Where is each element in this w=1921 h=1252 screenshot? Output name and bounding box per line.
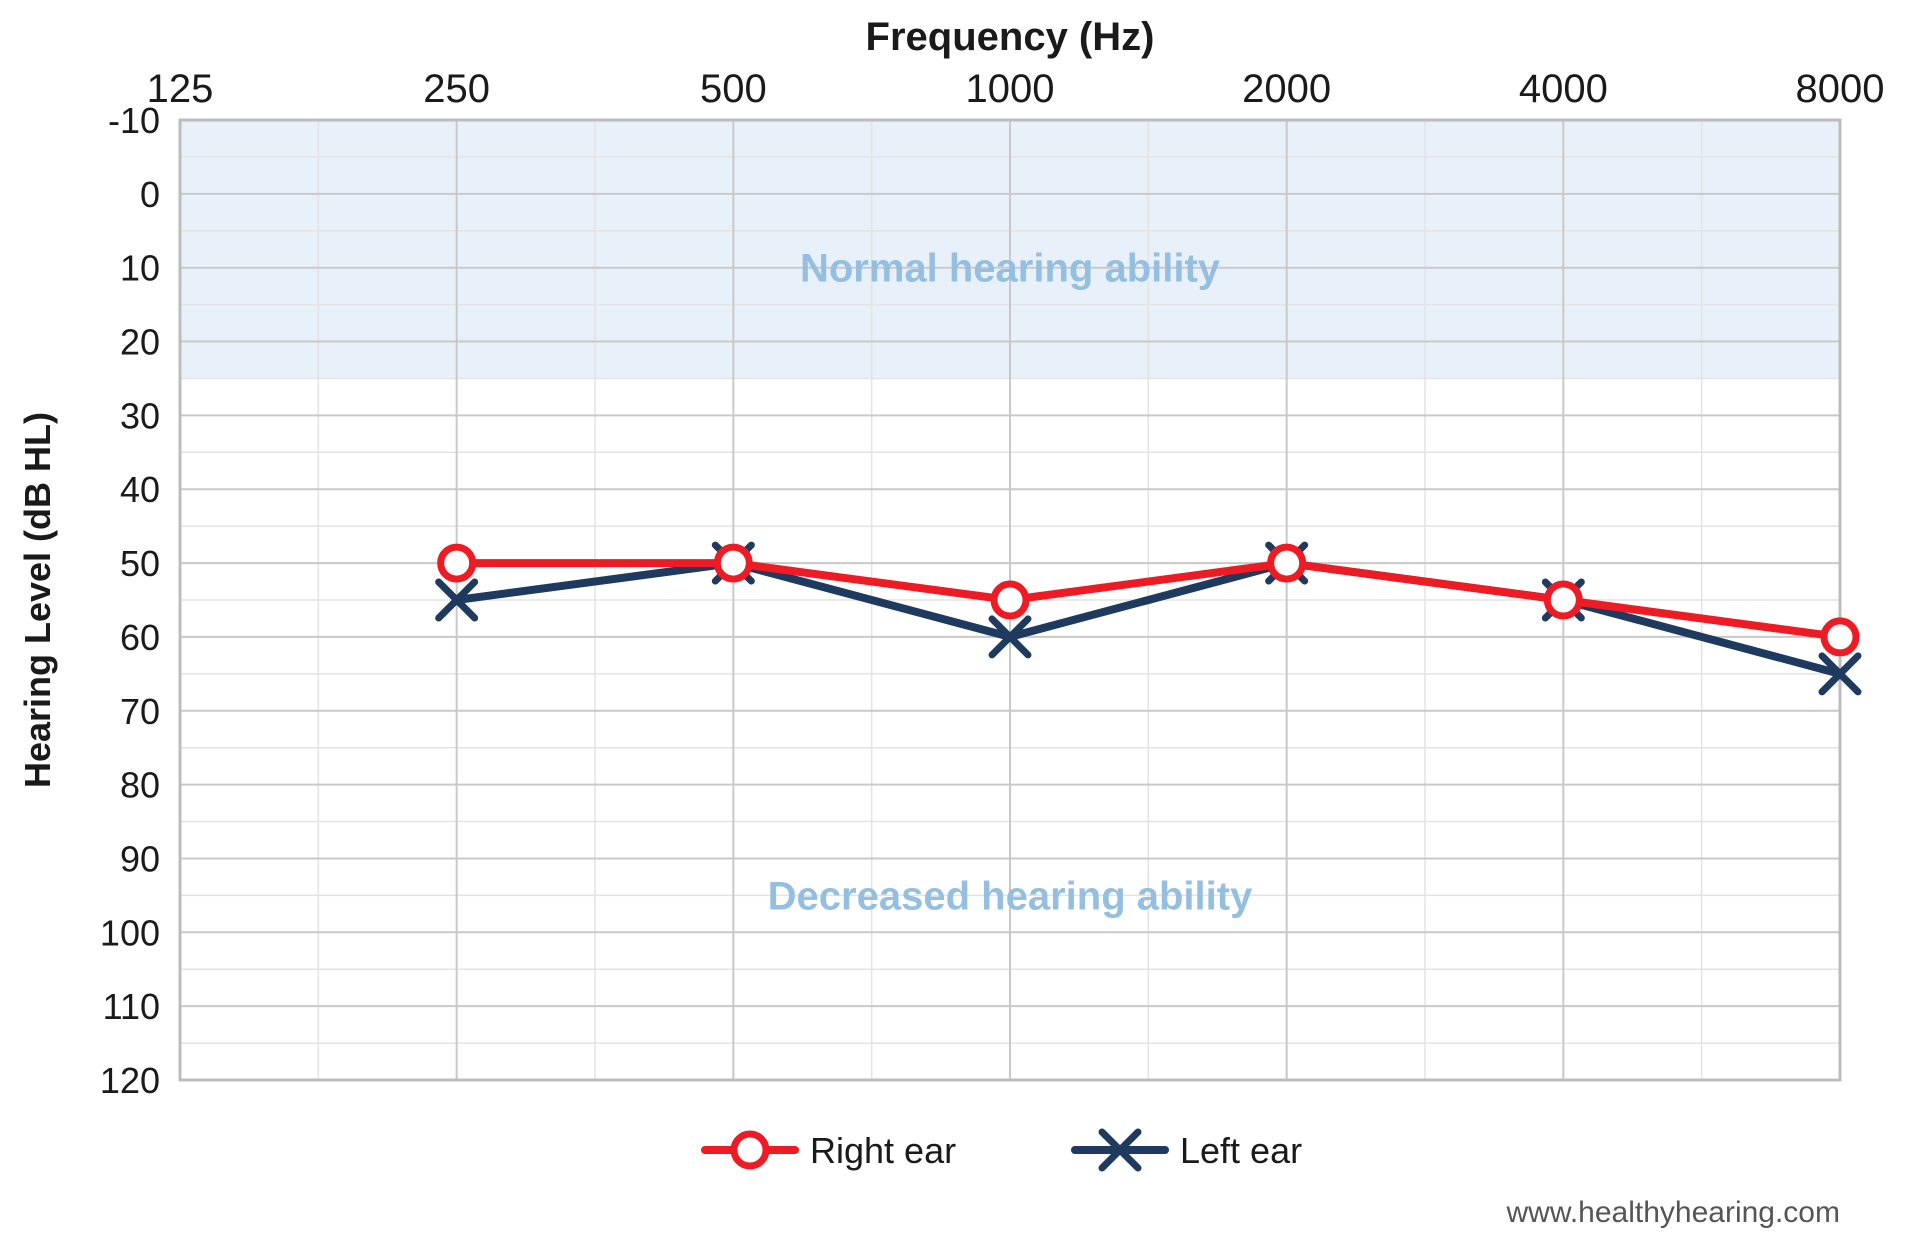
normal-band-label: Normal hearing ability xyxy=(800,247,1221,291)
legend-right-label: Right ear xyxy=(810,1130,956,1171)
audiogram-chart: -100102030405060708090100110120125250500… xyxy=(0,0,1921,1252)
right-ear-marker xyxy=(1547,584,1579,616)
right-ear-marker xyxy=(1824,621,1856,653)
y-tick-label: 110 xyxy=(103,986,160,1027)
x-tick-label: 500 xyxy=(700,67,767,111)
right-ear-marker xyxy=(441,547,473,579)
legend-left-label: Left ear xyxy=(1180,1130,1302,1171)
y-tick-label: 20 xyxy=(120,322,160,363)
x-tick-label: 8000 xyxy=(1796,67,1885,111)
right-ear-marker xyxy=(717,547,749,579)
right-ear-marker xyxy=(994,584,1026,616)
x-tick-label: 1000 xyxy=(966,67,1055,111)
credit-text: www.healthyhearing.com xyxy=(1505,1196,1840,1229)
y-tick-label: 100 xyxy=(100,912,160,953)
y-tick-label: 50 xyxy=(120,543,160,584)
x-tick-label: 125 xyxy=(147,67,214,111)
y-tick-label: 80 xyxy=(120,765,160,806)
chart-svg: -100102030405060708090100110120125250500… xyxy=(0,0,1921,1252)
y-tick-label: 10 xyxy=(120,248,160,289)
y-tick-label: 0 xyxy=(140,174,160,215)
y-tick-label: 60 xyxy=(120,617,160,658)
x-tick-label: 250 xyxy=(423,67,490,111)
decreased-band-label: Decreased hearing ability xyxy=(768,874,1253,918)
y-tick-label: 30 xyxy=(120,395,160,436)
x-tick-label: 2000 xyxy=(1242,67,1331,111)
y-axis-title: Hearing Level (dB HL) xyxy=(17,412,58,788)
x-axis-title: Frequency (Hz) xyxy=(866,15,1155,59)
y-tick-label: 40 xyxy=(120,469,160,510)
x-tick-label: 4000 xyxy=(1519,67,1608,111)
y-tick-label: 120 xyxy=(100,1060,160,1101)
y-tick-label: 90 xyxy=(120,838,160,879)
y-tick-label: 70 xyxy=(120,691,160,732)
right-ear-marker xyxy=(1271,547,1303,579)
